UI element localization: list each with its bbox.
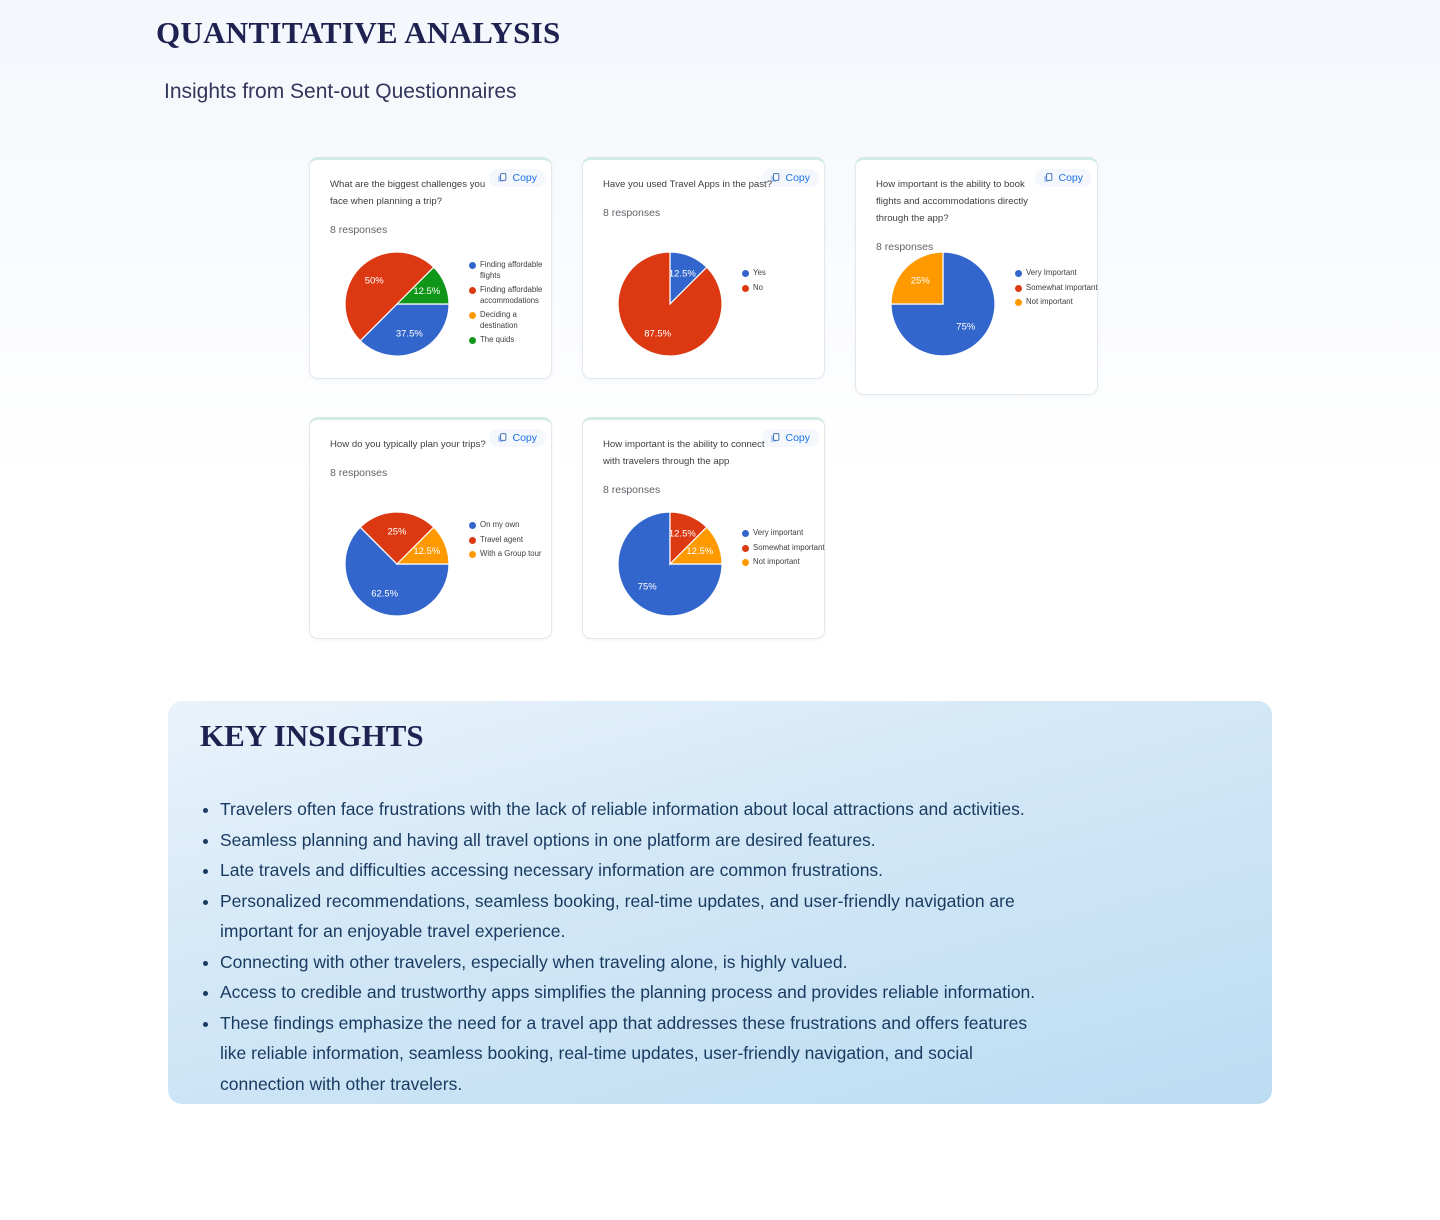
svg-text:12.5%: 12.5% xyxy=(686,546,713,557)
svg-text:12.5%: 12.5% xyxy=(413,546,440,557)
svg-text:75%: 75% xyxy=(638,581,658,592)
svg-text:25%: 25% xyxy=(387,526,407,537)
svg-text:50%: 50% xyxy=(365,276,385,287)
svg-text:12.5%: 12.5% xyxy=(413,286,440,297)
svg-text:62.5%: 62.5% xyxy=(371,588,398,599)
svg-text:75%: 75% xyxy=(956,321,976,332)
svg-text:25%: 25% xyxy=(911,276,931,287)
svg-text:87.5%: 87.5% xyxy=(644,328,671,339)
svg-text:12.5%: 12.5% xyxy=(669,269,696,280)
svg-text:12.5%: 12.5% xyxy=(669,529,696,540)
svg-text:37.5%: 37.5% xyxy=(396,328,423,339)
